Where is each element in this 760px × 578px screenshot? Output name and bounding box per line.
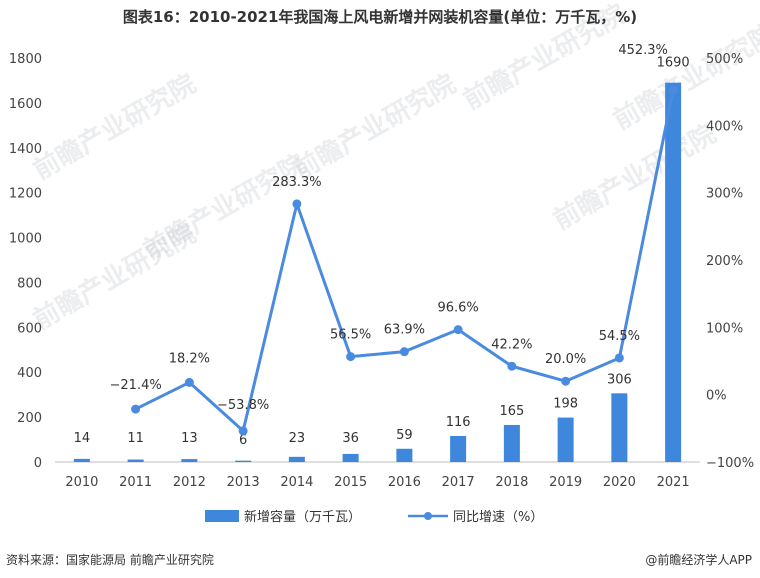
line-value-label: 452.3% xyxy=(618,43,668,58)
line-value-label: 63.9% xyxy=(384,323,425,338)
legend-line-marker xyxy=(424,512,432,520)
bar-value-label: 23 xyxy=(289,431,306,446)
x-tick-label: 2010 xyxy=(65,475,98,490)
x-tick-label: 2012 xyxy=(173,475,206,490)
x-axis: 2010 2011 2012 2013 2014 2015 2016 2017 2018 2019… xyxy=(65,475,689,490)
growth-line xyxy=(134,89,675,433)
line-value-label: 283.3% xyxy=(272,175,322,190)
line-point xyxy=(399,347,409,357)
chart-title: 图表16：2010-2021年我国海上风电新增并网装机容量(单位：万千瓦，%) xyxy=(123,8,637,26)
x-tick-label: 2017 xyxy=(442,475,475,490)
line-point xyxy=(453,325,463,335)
right-tick-label: 300% xyxy=(706,187,743,202)
x-tick-label: 2020 xyxy=(603,475,636,490)
line-value-label: 96.6% xyxy=(437,301,478,316)
legend: 新增容量（万千瓦） 同比增速（%） xyxy=(205,509,543,525)
bar xyxy=(557,417,574,462)
x-tick-label: 2014 xyxy=(280,475,313,490)
bar xyxy=(503,424,520,462)
bar-value-label: 6 xyxy=(239,433,247,448)
bar xyxy=(665,82,682,462)
bar xyxy=(181,459,198,462)
left-tick-label: 1000 xyxy=(9,232,42,247)
x-tick-label: 2019 xyxy=(549,475,582,490)
right-axis: −100% 0% 100% 200% 300% 400% 500% xyxy=(706,52,754,471)
bar xyxy=(450,435,467,462)
left-tick-label: 800 xyxy=(17,276,42,291)
bar xyxy=(127,459,144,462)
left-tick-label: 1400 xyxy=(9,142,42,157)
bar xyxy=(73,458,90,462)
watermark-text: 前瞻产业研究院 xyxy=(288,68,461,186)
bar-value-label: 165 xyxy=(499,404,524,419)
line-point xyxy=(346,352,356,362)
bar-value-label: 36 xyxy=(342,431,359,446)
bar-value-label: 59 xyxy=(396,428,413,443)
legend-line-label: 同比增速（%） xyxy=(453,510,543,525)
bar-value-label: 14 xyxy=(74,431,91,446)
legend-bar-label: 新增容量（万千瓦） xyxy=(244,509,361,525)
line-point xyxy=(238,426,248,436)
right-tick-label: 400% xyxy=(706,119,743,134)
bar xyxy=(396,448,413,462)
line-point xyxy=(507,361,517,371)
source-note: 资料来源：国家能源局 前瞻产业研究院 xyxy=(6,552,214,567)
line-point xyxy=(668,85,678,95)
bar-value-label: 306 xyxy=(607,372,632,387)
bar-series xyxy=(73,82,682,462)
left-tick-label: 200 xyxy=(17,411,42,426)
right-tick-label: −100% xyxy=(706,456,754,471)
bar-value-label: 13 xyxy=(181,431,198,446)
line-data-labels: −21.4% 18.2% −53.8% 283.3% 56.5% 63.9% 96.6% 42… xyxy=(110,43,668,413)
line-point xyxy=(184,377,194,387)
x-tick-label: 2016 xyxy=(388,475,421,490)
bar-value-label: 198 xyxy=(553,397,578,412)
x-tick-label: 2021 xyxy=(657,475,690,490)
x-tick-label: 2013 xyxy=(227,475,260,490)
left-tick-label: 1200 xyxy=(9,187,42,202)
left-tick-label: 1600 xyxy=(9,97,42,112)
line-point xyxy=(561,376,571,386)
line-value-label: 18.2% xyxy=(169,351,210,366)
line-value-label: 54.5% xyxy=(599,329,640,344)
line-value-label: −21.4% xyxy=(110,378,162,393)
right-tick-label: 100% xyxy=(706,321,743,336)
line-point xyxy=(614,353,624,363)
right-tick-label: 500% xyxy=(706,52,743,67)
line-series xyxy=(131,85,678,436)
bar-data-labels: 14 11 13 6 23 36 59 116 165 198 306 1690 xyxy=(74,56,690,448)
line-value-label: −53.8% xyxy=(217,398,269,413)
bar-value-label: 116 xyxy=(446,415,471,430)
x-tick-label: 2018 xyxy=(495,475,528,490)
bar xyxy=(611,393,628,462)
left-tick-label: 400 xyxy=(17,366,42,381)
right-tick-label: 0% xyxy=(706,389,727,404)
line-point xyxy=(292,199,302,209)
bar-value-label: 11 xyxy=(127,431,144,446)
x-tick-label: 2015 xyxy=(334,475,367,490)
line-value-label: 42.2% xyxy=(491,337,532,352)
x-tick-label: 2011 xyxy=(119,475,152,490)
line-point xyxy=(131,404,141,414)
legend-bar-swatch xyxy=(205,510,239,522)
watermark-text: 前瞻产业研究院 xyxy=(548,118,721,236)
line-value-label: 56.5% xyxy=(330,328,371,343)
brand-credit: @前瞻经济学人APP xyxy=(645,552,752,567)
bar-value-label: 1690 xyxy=(657,56,690,71)
left-tick-label: 600 xyxy=(17,321,42,336)
left-tick-label: 1800 xyxy=(9,52,42,67)
left-axis: 0 200 400 600 800 1000 1200 1400 1600 1800 xyxy=(9,52,42,471)
line-value-label: 20.0% xyxy=(545,352,586,367)
right-tick-label: 200% xyxy=(706,254,743,269)
left-tick-label: 0 xyxy=(34,456,42,471)
bar xyxy=(342,453,359,462)
watermark-text: 前瞻产业研究院 xyxy=(28,68,201,186)
bar xyxy=(235,460,252,462)
bar xyxy=(288,456,305,462)
